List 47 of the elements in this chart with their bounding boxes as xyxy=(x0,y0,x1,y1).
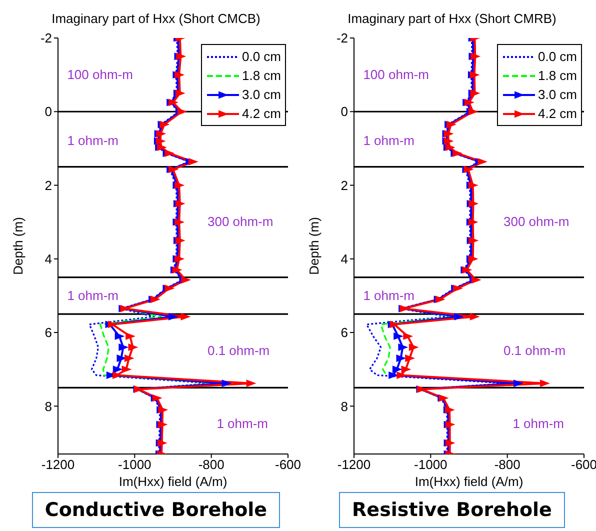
chart-title: Imaginary part of Hxx (Short CMCB) xyxy=(50,10,262,28)
chart-title: Imaginary part of Hxx (Short CMRB) xyxy=(346,10,558,28)
annotation: 1 ohm-m xyxy=(363,133,414,150)
annotation: 100 ohm-m xyxy=(67,66,133,83)
y-tick-label: 6 xyxy=(340,325,348,340)
annotation: 0.1 ohm-m xyxy=(504,342,566,359)
x-tick-label: -800 xyxy=(198,457,224,472)
y-tick-label: 2 xyxy=(340,178,348,193)
y-tick-label: 6 xyxy=(44,325,52,340)
x-tick-label: -1200 xyxy=(41,457,75,472)
legend-label: 4.2 cm xyxy=(242,106,281,121)
annotation: 1 ohm-m xyxy=(512,416,564,432)
y-axis-title: Depth (m) xyxy=(10,217,26,275)
y-tick-label: -2 xyxy=(336,30,348,46)
legend-label: 0.0 cm xyxy=(538,49,577,64)
y-tick-label: 4 xyxy=(340,252,348,266)
legend-label: 3.0 cm xyxy=(538,87,577,102)
annotation: 1 ohm-m xyxy=(216,416,268,432)
x-tick-label: -1200 xyxy=(337,457,371,472)
annotation: 0.1 ohm-m xyxy=(208,342,270,359)
y-tick-label: 8 xyxy=(44,398,52,414)
y-axis-title: Depth (m) xyxy=(306,217,322,275)
y-tick-label: 0 xyxy=(340,104,348,120)
text: Resistive Borehole xyxy=(339,492,565,528)
legend-label: 0.0 cm xyxy=(242,49,281,64)
annotation: 100 ohm-m xyxy=(363,66,429,83)
y-tick-label: 0 xyxy=(44,104,52,120)
y-tick-label: 2 xyxy=(44,178,52,193)
legend-label: 3.0 cm xyxy=(242,87,281,102)
annotation: 1 ohm-m xyxy=(363,288,414,304)
annotation: 300 ohm-m xyxy=(208,214,274,230)
x-axis-title: Im(Hxx) field (A/m) xyxy=(414,474,524,489)
legend-label: 1.8 cm xyxy=(538,68,577,83)
y-tick-label: 4 xyxy=(44,252,52,266)
annotation: 1 ohm-m xyxy=(67,133,118,150)
x-tick-label: -800 xyxy=(494,457,520,472)
annotation: 300 ohm-m xyxy=(504,214,570,230)
y-tick-label: 8 xyxy=(340,398,348,414)
y-tick-label: -2 xyxy=(40,30,52,46)
x-axis-title: Im(Hxx) field (A/m) xyxy=(118,474,228,489)
x-tick-label: -1000 xyxy=(414,457,448,472)
legend-label: 1.8 cm xyxy=(242,68,281,83)
text: Conductive Borehole xyxy=(32,492,280,528)
x-tick-label: -1000 xyxy=(118,457,152,472)
legend-label: 4.2 cm xyxy=(538,106,577,121)
annotation: 1 ohm-m xyxy=(67,288,118,304)
x-tick-label: -600 xyxy=(274,457,302,472)
